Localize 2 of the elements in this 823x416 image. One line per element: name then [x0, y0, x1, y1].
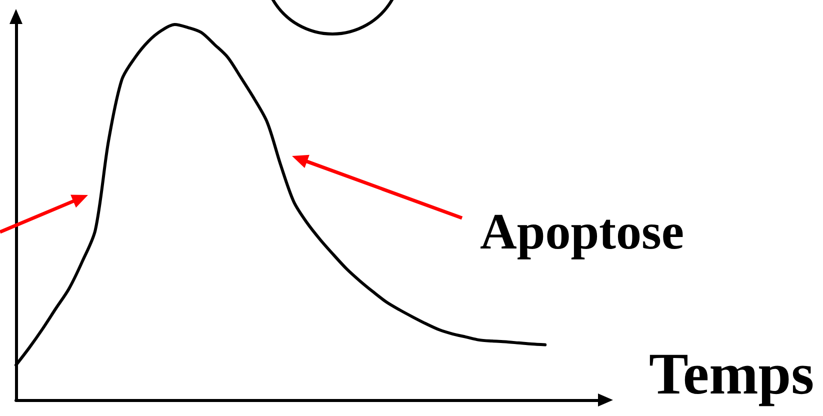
annotation: Apoptose [480, 204, 684, 260]
x-axis-title: Temps [649, 340, 814, 406]
